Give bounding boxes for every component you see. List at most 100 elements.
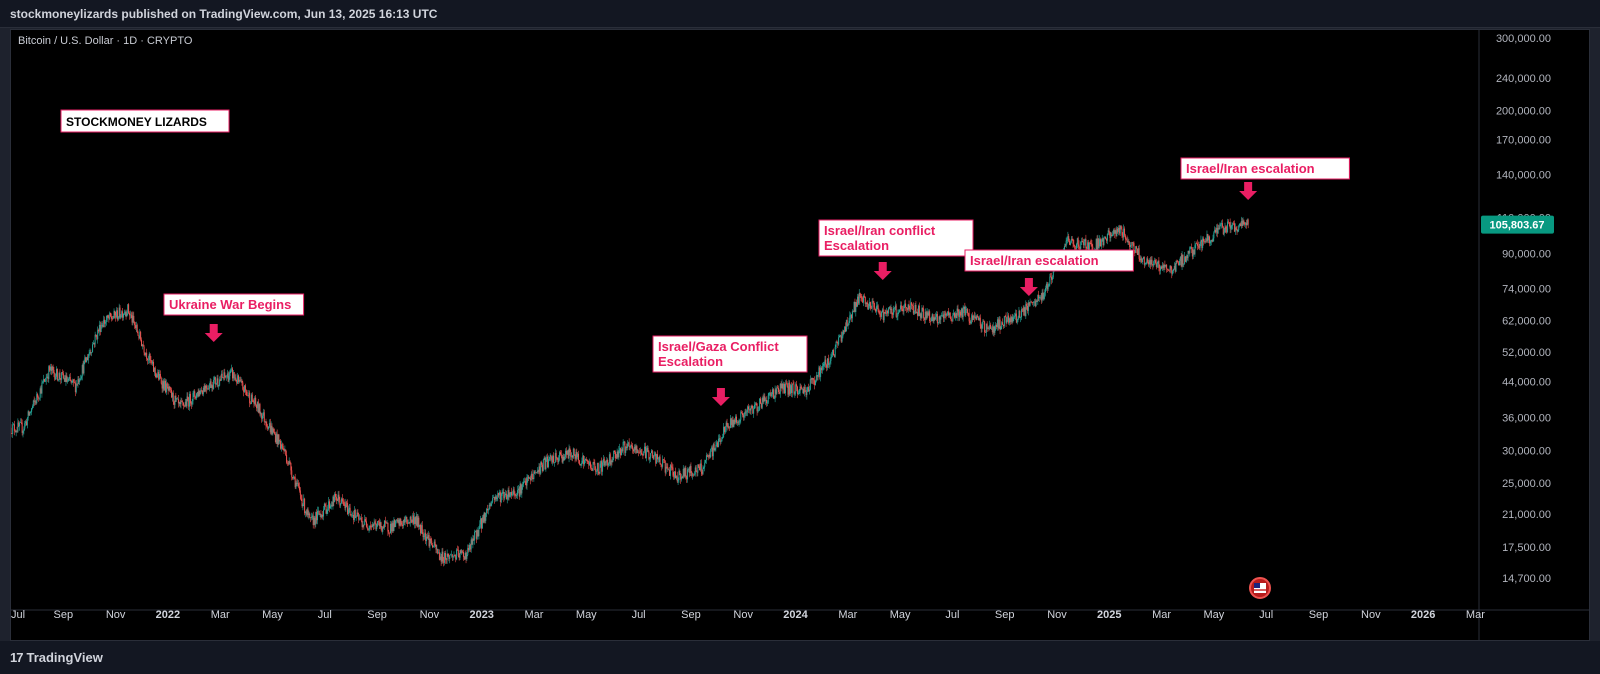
candle [694,465,696,477]
candle [1244,222,1246,227]
candle [153,359,155,373]
candle [858,289,860,305]
chart-area[interactable]: Ukraine War Begins Israel/Gaza Conflict Es… [10,29,1590,641]
candle [705,459,707,464]
candle [19,418,21,424]
y-tick-label: 21,000.00 [1502,509,1551,521]
candle [978,315,980,321]
candle [1120,225,1122,230]
candle [845,322,847,333]
candle [626,440,628,451]
candle [400,517,402,527]
candle [1176,259,1178,265]
candle [486,504,488,514]
candle [638,449,640,457]
candle [55,373,57,380]
annotation-box [964,249,1134,272]
candle [1218,224,1220,230]
candle [399,518,401,527]
candle [389,532,391,538]
candle [652,454,654,460]
y-tick-label: 30,000.00 [1502,445,1551,457]
tradingview-logo[interactable]: 17 TradingView [10,650,103,665]
candle [453,551,455,558]
candle [889,305,891,314]
candle [1031,300,1033,304]
candle [601,457,603,476]
candle [633,444,635,453]
candle [514,491,516,497]
candle [1084,238,1086,246]
candle [973,311,975,323]
candle [674,470,676,480]
candle [893,305,895,318]
candle [1179,256,1181,266]
candle [1049,273,1051,287]
candle [98,320,100,336]
candle [753,406,755,418]
candle [564,454,566,461]
candle [725,420,727,433]
candle [267,423,269,431]
candle [747,403,749,414]
candle [602,454,604,467]
candle [904,300,906,309]
candle [121,310,123,318]
candle [404,515,406,526]
candle [280,438,282,450]
publish-header: stockmoneylizards published on TradingVi… [0,0,1600,28]
candle [136,323,138,334]
candle [659,454,661,465]
candle [639,447,641,456]
candle [24,420,26,431]
x-tick-label: May [576,609,597,621]
candle [953,309,955,316]
candle [134,321,136,329]
candle [528,475,530,482]
candle [35,400,37,406]
candle [1171,266,1173,279]
candle [1070,236,1072,244]
down-arrow-icon [711,388,730,406]
candle [356,509,358,517]
candle [1153,260,1155,268]
candle [743,412,745,421]
candle [708,453,710,459]
x-tick-label: Nov [733,609,753,621]
candle [123,309,125,316]
candle [331,501,333,507]
candle [494,494,496,502]
candle [1013,315,1015,322]
candle [93,342,95,348]
candle [375,518,377,531]
candle [61,372,63,384]
candle [467,544,469,557]
candle [134,322,136,330]
down-arrow-icon [873,262,892,280]
candle [1221,220,1223,229]
candle [282,443,284,451]
candle [989,320,991,331]
candle [958,309,960,322]
candle [373,518,375,530]
candle [1033,301,1035,307]
candle [104,320,106,328]
candle [449,554,451,564]
candle [893,307,895,313]
candle [547,455,549,469]
candle [683,467,685,478]
candle [612,456,614,463]
candle [117,316,119,321]
candle [766,400,768,407]
candle [671,462,673,470]
candle [251,392,253,403]
candle [116,307,118,319]
candle [1143,256,1145,269]
candle [778,385,780,395]
candle [100,321,102,333]
candle [1109,231,1111,242]
candle [169,385,171,393]
candle [529,475,531,485]
candle [717,434,719,448]
